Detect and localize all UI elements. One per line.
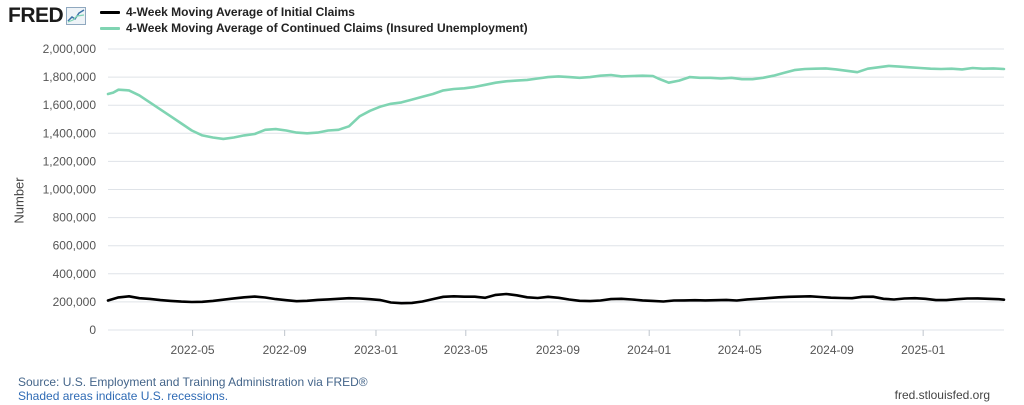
y-tick-label: 1,800,000 — [43, 70, 97, 84]
x-tick-label: 2023-01 — [354, 343, 398, 357]
y-tick-label: 800,000 — [53, 211, 97, 225]
legend-swatch-initial-claims — [100, 10, 120, 14]
x-tick-label: 2022-09 — [263, 343, 307, 357]
x-tick-label: 2024-01 — [627, 343, 671, 357]
y-tick-label: 1,000,000 — [43, 183, 97, 197]
x-tick-label: 2024-09 — [810, 343, 854, 357]
series-lines — [106, 64, 1006, 305]
x-tick-label: 2023-05 — [444, 343, 488, 357]
fred-url-link[interactable]: fred.stlouisfed.org — [894, 388, 990, 402]
series-line-initial-claims[interactable] — [106, 292, 1006, 305]
recession-note-link[interactable]: Shaded areas indicate U.S. recessions. — [18, 389, 229, 403]
x-axis-ticks: 2022-05 2022-09 2023-01 2023-05 2023-09 2024-… — [171, 330, 945, 357]
legend-item-continued-claims[interactable]: 4-Week Moving Average of Continued Claim… — [100, 20, 528, 36]
legend-label-continued-claims: 4-Week Moving Average of Continued Claim… — [126, 21, 528, 35]
logo-text: FRED — [8, 4, 64, 27]
y-tick-label: 2,000,000 — [43, 42, 97, 56]
y-tick-label: 600,000 — [53, 239, 97, 253]
y-axis-ticks: 0 200,000 400,000 600,000 800,000 1,000,000 1,… — [43, 42, 97, 337]
y-tick-label: 0 — [89, 323, 96, 337]
legend-label-initial-claims: 4-Week Moving Average of Initial Claims — [126, 5, 355, 19]
series-line-continued-claims[interactable] — [106, 64, 1006, 141]
gridlines — [108, 48, 1004, 331]
source-note: Source: U.S. Employment and Training Adm… — [18, 375, 368, 389]
x-tick-label: 2022-05 — [171, 343, 215, 357]
y-tick-label: 200,000 — [53, 295, 97, 309]
x-tick-label: 2023-09 — [536, 343, 580, 357]
line-chart: 0 200,000 400,000 600,000 800,000 1,000,000 1,… — [43, 42, 1006, 357]
line-graph-icon — [66, 7, 87, 25]
chart-legend: 4-Week Moving Average of Initial Claims … — [100, 4, 528, 36]
x-tick-label: 2025-01 — [901, 343, 945, 357]
legend-swatch-continued-claims — [100, 26, 120, 30]
y-tick-label: 1,400,000 — [43, 126, 97, 140]
y-tick-label: 400,000 — [53, 267, 97, 281]
legend-item-initial-claims[interactable]: 4-Week Moving Average of Initial Claims — [100, 4, 528, 20]
x-tick-label: 2024-05 — [718, 343, 762, 357]
y-tick-label: 1,200,000 — [43, 154, 97, 168]
fred-logo[interactable]: FRED — [8, 4, 87, 28]
y-tick-label: 1,600,000 — [43, 98, 97, 112]
